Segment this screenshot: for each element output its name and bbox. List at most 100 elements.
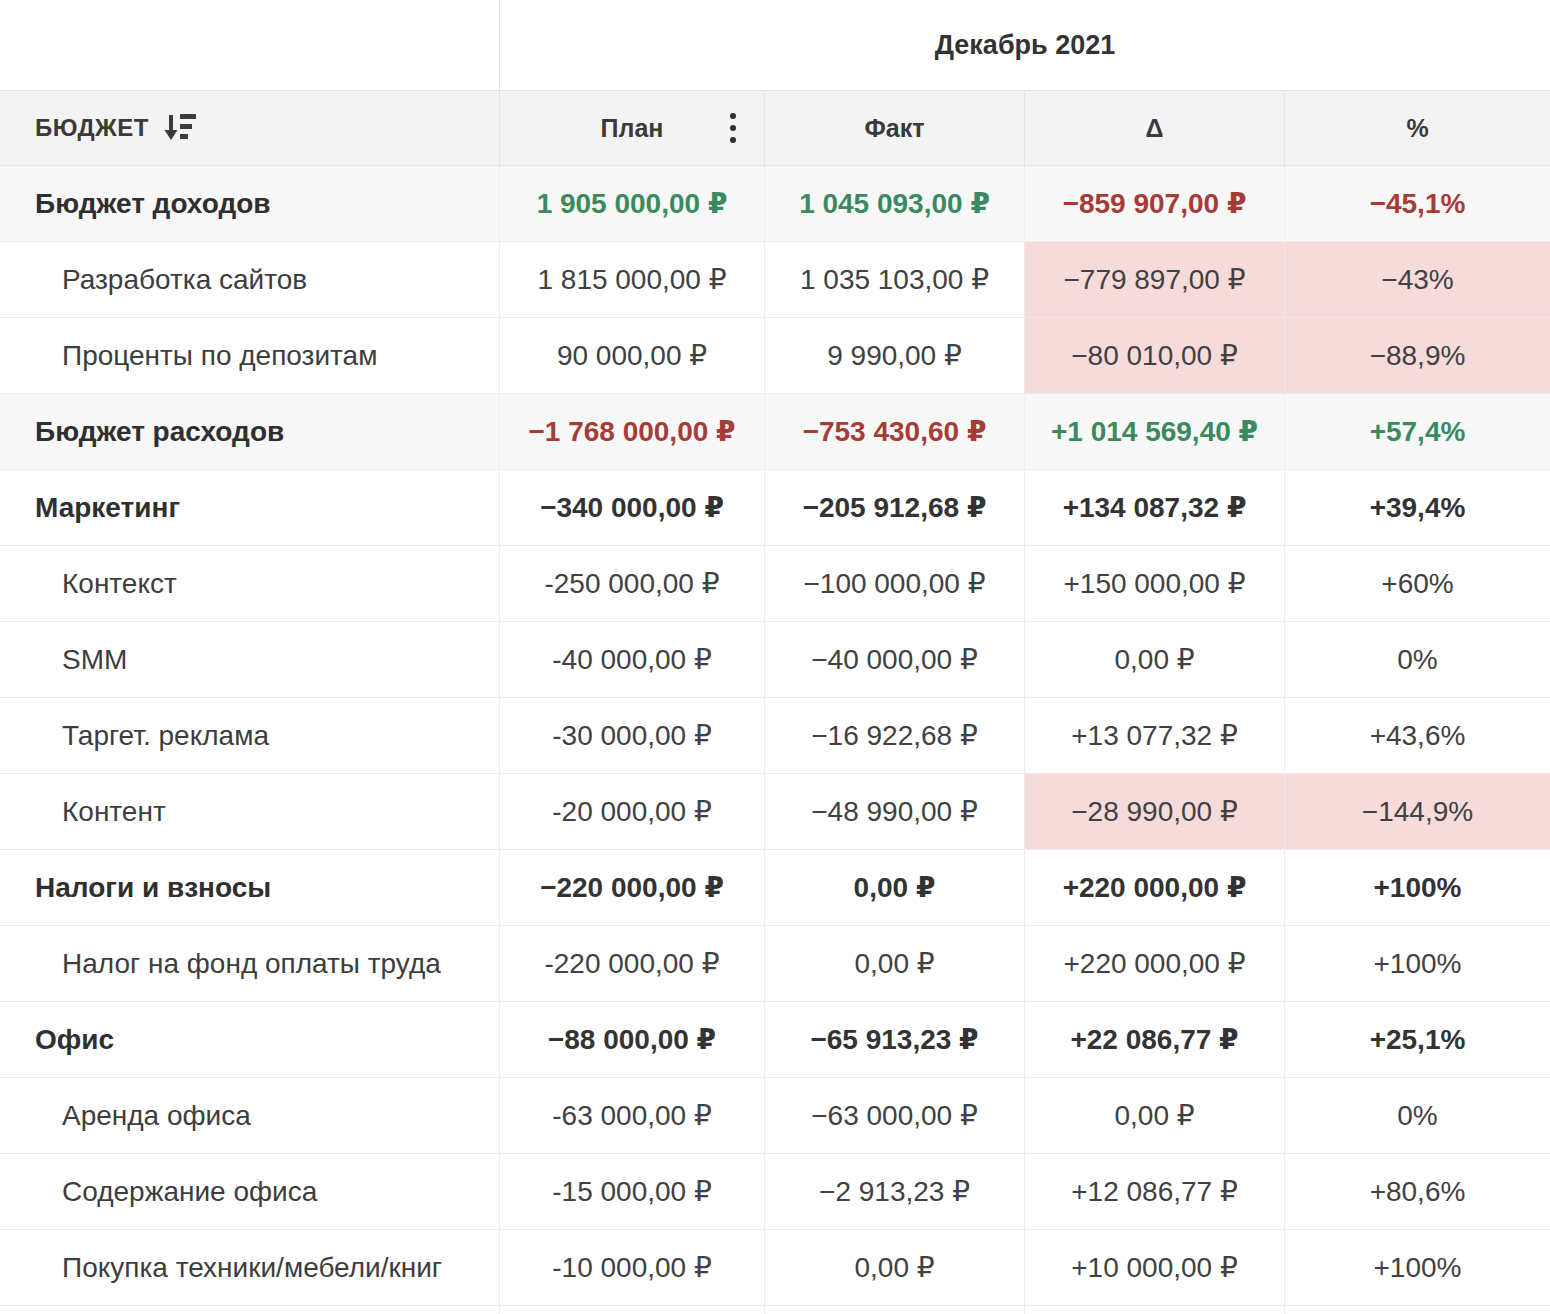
fact-cell[interactable]: −100 000,00 ₽	[765, 546, 1025, 621]
fact-cell[interactable]: −40 000,00 ₽	[765, 622, 1025, 697]
plan-cell[interactable]: -15 000,00 ₽	[500, 1154, 765, 1229]
row-label[interactable]: Бюджет расходов	[0, 394, 500, 469]
percent-cell[interactable]: 0%	[1285, 1078, 1550, 1153]
table-row[interactable]: Проценты по депозитам90 000,00 ₽9 990,00…	[0, 318, 1550, 394]
column-header-budget[interactable]: БЮДЖЕТ	[0, 91, 500, 165]
plan-cell[interactable]: -40 000,00 ₽	[500, 622, 765, 697]
delta-cell[interactable]: −779 897,00 ₽	[1025, 242, 1285, 317]
percent-cell[interactable]: −88,9%	[1285, 318, 1550, 393]
delta-cell[interactable]: +150 000,00 ₽	[1025, 546, 1285, 621]
delta-cell[interactable]: +12 086,77 ₽	[1025, 1154, 1285, 1229]
delta-cell[interactable]: +1 014 569,40 ₽	[1025, 394, 1285, 469]
delta-cell[interactable]: +22 086,77 ₽	[1025, 1002, 1285, 1077]
plan-cell[interactable]: -220 000,00 ₽	[500, 926, 765, 1001]
percent-cell[interactable]: +80,6%	[1285, 1154, 1550, 1229]
percent-cell[interactable]: −45,1%	[1285, 166, 1550, 241]
column-header-budget-label: БЮДЖЕТ	[35, 114, 149, 142]
delta-cell[interactable]: +10 000,00 ₽	[1025, 1230, 1285, 1305]
table-row[interactable]: Бюджет расходов−1 768 000,00 ₽−753 430,6…	[0, 394, 1550, 470]
percent-cell[interactable]: 0%	[1285, 622, 1550, 697]
table-row[interactable]: Налоги и взносы−220 000,00 ₽0,00 ₽+220 0…	[0, 850, 1550, 926]
plan-cell[interactable]: 1 905 000,00 ₽	[500, 166, 765, 241]
row-label[interactable]: SMM	[0, 622, 500, 697]
percent-cell[interactable]: −43%	[1285, 242, 1550, 317]
delta-cell[interactable]: −28 990,00 ₽	[1025, 774, 1285, 849]
row-label[interactable]: Налоги и взносы	[0, 850, 500, 925]
fact-cell[interactable]: 0,00 ₽	[765, 1230, 1025, 1305]
delta-cell[interactable]: +134 087,32 ₽	[1025, 470, 1285, 545]
percent-cell[interactable]: +43,6%	[1285, 698, 1550, 773]
table-row[interactable]: Контекст-250 000,00 ₽−100 000,00 ₽+150 0…	[0, 546, 1550, 622]
fact-cell[interactable]: 1 035 103,00 ₽	[765, 242, 1025, 317]
percent-cell[interactable]: −144,9%	[1285, 774, 1550, 849]
table-row[interactable]: Бюджет доходов1 905 000,00 ₽1 045 093,00…	[0, 166, 1550, 242]
kebab-menu-icon[interactable]	[728, 110, 738, 146]
percent-cell[interactable]: +60%	[1285, 546, 1550, 621]
row-label[interactable]: Контент	[0, 774, 500, 849]
table-row[interactable]: Разработка сайтов1 815 000,00 ₽1 035 103…	[0, 242, 1550, 318]
table-row[interactable]: Контент-20 000,00 ₽−48 990,00 ₽−28 990,0…	[0, 774, 1550, 850]
row-label[interactable]: Аренда офиса	[0, 1078, 500, 1153]
row-label[interactable]: Налог на фонд оплаты труда	[0, 926, 500, 1001]
table-row[interactable]: Покупка техники/мебели/книг-10 000,00 ₽0…	[0, 1230, 1550, 1306]
fact-cell[interactable]: −65 913,23 ₽	[765, 1002, 1025, 1077]
delta-cell[interactable]: +13 077,32 ₽	[1025, 698, 1285, 773]
percent-cell[interactable]: +39,4%	[1285, 470, 1550, 545]
percent-cell[interactable]: +25,1%	[1285, 1002, 1550, 1077]
table-row[interactable]: Маркетинг−340 000,00 ₽−205 912,68 ₽+134 …	[0, 470, 1550, 546]
plan-cell[interactable]: -10 000,00 ₽	[500, 1230, 765, 1305]
percent-cell[interactable]: +100%	[1285, 850, 1550, 925]
fact-cell[interactable]: −16 922,68 ₽	[765, 698, 1025, 773]
fact-cell[interactable]: 0,00 ₽	[765, 850, 1025, 925]
row-label[interactable]: Бюджет доходов	[0, 166, 500, 241]
column-header-plan: План	[500, 91, 765, 165]
table-row[interactable]: Офис−88 000,00 ₽−65 913,23 ₽+22 086,77 ₽…	[0, 1002, 1550, 1078]
delta-cell[interactable]: 0,00 ₽	[1025, 622, 1285, 697]
percent-cell[interactable]: +57,4%	[1285, 394, 1550, 469]
table-body: Бюджет доходов1 905 000,00 ₽1 045 093,00…	[0, 166, 1550, 1306]
fact-cell[interactable]: −48 990,00 ₽	[765, 774, 1025, 849]
percent-cell[interactable]: +100%	[1285, 1230, 1550, 1305]
plan-cell[interactable]: −1 768 000,00 ₽	[500, 394, 765, 469]
fact-cell[interactable]: −2 913,23 ₽	[765, 1154, 1025, 1229]
table-row[interactable]: SMM-40 000,00 ₽−40 000,00 ₽0,00 ₽0%	[0, 622, 1550, 698]
plan-cell[interactable]: -63 000,00 ₽	[500, 1078, 765, 1153]
plan-cell[interactable]: 1 815 000,00 ₽	[500, 242, 765, 317]
plan-cell[interactable]: −340 000,00 ₽	[500, 470, 765, 545]
table-row[interactable]: Аренда офиса-63 000,00 ₽−63 000,00 ₽0,00…	[0, 1078, 1550, 1154]
table-row[interactable]: Содержание офиса-15 000,00 ₽−2 913,23 ₽+…	[0, 1154, 1550, 1230]
plan-cell[interactable]: -30 000,00 ₽	[500, 698, 765, 773]
sort-descending-icon[interactable]	[162, 112, 198, 144]
fact-cell[interactable]: 0,00 ₽	[765, 926, 1025, 1001]
row-label[interactable]: Таргет. реклама	[0, 698, 500, 773]
delta-cell[interactable]: −859 907,00 ₽	[1025, 166, 1285, 241]
percent-cell[interactable]: +100%	[1285, 926, 1550, 1001]
row-label[interactable]: Содержание офиса	[0, 1154, 500, 1229]
fact-cell[interactable]: −63 000,00 ₽	[765, 1078, 1025, 1153]
fact-cell[interactable]: 9 990,00 ₽	[765, 318, 1025, 393]
period-row: Декабрь 2021	[0, 0, 1550, 90]
delta-cell[interactable]: 0,00 ₽	[1025, 1078, 1285, 1153]
row-label[interactable]: Маркетинг	[0, 470, 500, 545]
fact-cell[interactable]: 1 045 093,00 ₽	[765, 166, 1025, 241]
plan-cell[interactable]: −220 000,00 ₽	[500, 850, 765, 925]
table-row[interactable]: Таргет. реклама-30 000,00 ₽−16 922,68 ₽+…	[0, 698, 1550, 774]
row-label[interactable]: Офис	[0, 1002, 500, 1077]
row-label[interactable]: Покупка техники/мебели/книг	[0, 1230, 500, 1305]
delta-cell[interactable]: +220 000,00 ₽	[1025, 926, 1285, 1001]
row-label[interactable]: Проценты по депозитам	[0, 318, 500, 393]
row-label[interactable]: Разработка сайтов	[0, 242, 500, 317]
fact-cell[interactable]: −753 430,60 ₽	[765, 394, 1025, 469]
delta-cell[interactable]: −80 010,00 ₽	[1025, 318, 1285, 393]
table-row[interactable]: Налог на фонд оплаты труда-220 000,00 ₽0…	[0, 926, 1550, 1002]
period-header: Декабрь 2021	[500, 0, 1550, 90]
column-header-fact: Факт	[765, 91, 1025, 165]
fact-cell[interactable]: −205 912,68 ₽	[765, 470, 1025, 545]
plan-cell[interactable]: -20 000,00 ₽	[500, 774, 765, 849]
plan-cell[interactable]: 90 000,00 ₽	[500, 318, 765, 393]
delta-cell[interactable]: +220 000,00 ₽	[1025, 850, 1285, 925]
row-label[interactable]: Контекст	[0, 546, 500, 621]
plan-cell[interactable]: −88 000,00 ₽	[500, 1002, 765, 1077]
plan-cell[interactable]: -250 000,00 ₽	[500, 546, 765, 621]
column-header-delta: Δ	[1025, 91, 1285, 165]
